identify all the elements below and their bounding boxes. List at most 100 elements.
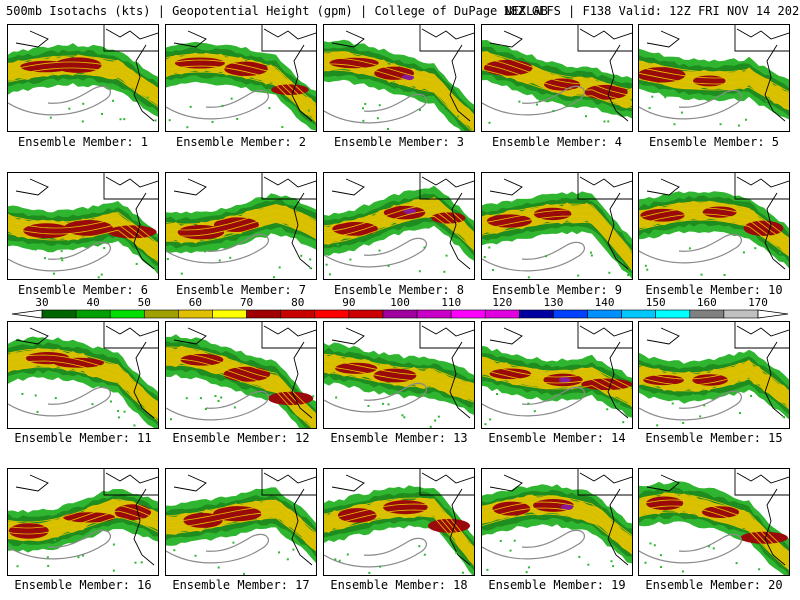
isotach-speckle — [361, 107, 364, 110]
colorbar-tick-label: 30 — [35, 296, 49, 309]
ensemble-member-map — [165, 321, 317, 429]
isotach-speckle — [664, 96, 667, 99]
height-contour — [482, 513, 632, 554]
isotach-speckle — [401, 414, 404, 417]
colorbar-tick-label: 140 — [594, 296, 615, 309]
height-contour-gray — [639, 233, 742, 264]
isotach-speckle — [112, 543, 115, 546]
colorbar-tick-label: 100 — [390, 296, 410, 309]
height-contour — [8, 55, 158, 90]
isotach-speckle — [173, 549, 176, 552]
isotach-speckle — [735, 562, 738, 565]
height-contour-gray — [482, 241, 585, 272]
coastline — [15, 25, 158, 122]
isotach-speckle — [91, 403, 94, 406]
isotach-speckle — [189, 105, 192, 108]
isotach-speckle — [765, 99, 768, 102]
height-contour — [639, 378, 789, 410]
isotach-speckle — [230, 97, 233, 100]
height-contour — [324, 353, 474, 385]
height-contour-gray — [8, 85, 111, 116]
height-contour — [639, 66, 789, 99]
ensemble-member-label: Ensemble Member: 17 — [172, 578, 310, 592]
height-contour — [324, 503, 474, 555]
isotach-speckle — [590, 254, 593, 257]
height-contour — [482, 215, 632, 265]
coastline — [646, 25, 789, 122]
isotach-speckle — [266, 397, 269, 400]
ensemble-member-map — [638, 172, 790, 280]
coastline — [15, 322, 158, 419]
colorbar-segment — [484, 309, 520, 319]
isotach-speckle — [281, 126, 284, 129]
height-contour — [166, 511, 316, 546]
isotach-speckle — [166, 258, 169, 261]
isotach-speckle — [386, 127, 389, 130]
isotach-speckle — [719, 123, 722, 126]
ensemble-member-map — [323, 468, 475, 576]
jet-core — [640, 208, 685, 222]
isotach-speckle — [429, 425, 432, 428]
isotach-speckle — [682, 421, 685, 424]
height-contour — [166, 352, 316, 421]
isotach-speckle — [97, 276, 100, 279]
jet-core — [271, 84, 309, 96]
isotach-speckle — [387, 403, 390, 406]
isotach-speckle — [739, 412, 742, 415]
jet-core — [692, 374, 728, 386]
isotach-speckle — [119, 118, 122, 121]
isotach-speckle — [135, 262, 138, 265]
coastline — [173, 173, 316, 270]
height-contour — [482, 221, 632, 271]
isotach-speckle — [713, 96, 716, 99]
isotach-speckle — [423, 553, 426, 556]
ensemble-member-label: Ensemble Member: 14 — [488, 431, 626, 445]
jet-max — [561, 504, 574, 511]
colorbar-segment — [689, 309, 725, 319]
jet-core — [584, 84, 628, 100]
colorbar-segment — [178, 309, 213, 319]
height-contour — [324, 69, 473, 131]
isotach-speckle — [723, 273, 726, 276]
ensemble-member-map — [165, 468, 317, 576]
isotach-speckle — [309, 258, 312, 261]
isotach-speckle — [423, 246, 426, 249]
jet-core — [337, 508, 377, 523]
ensemble-member-map — [323, 321, 475, 429]
isotach-speckle — [77, 556, 80, 559]
ensemble-member-map — [323, 172, 475, 280]
isotach-speckle — [577, 392, 580, 395]
height-contour-gray — [639, 533, 742, 564]
jet-band-strong — [324, 51, 474, 131]
jet-core — [643, 375, 684, 386]
colorbar-tick-label: 130 — [543, 296, 564, 309]
isotach-speckle — [486, 568, 489, 571]
isotach-speckle — [538, 100, 541, 103]
isotach-speckle — [612, 565, 615, 568]
isotach-speckle — [607, 120, 610, 123]
isotach-speckle — [527, 276, 530, 279]
colorbar-segment — [587, 309, 622, 319]
ensemble-member-label: Ensemble Member: 8 — [333, 283, 465, 297]
ensemble-member-map — [481, 172, 633, 280]
height-contour — [166, 65, 316, 117]
height-contour-gray — [639, 390, 742, 421]
isotach-speckle — [484, 423, 487, 426]
coastline — [646, 173, 789, 270]
height-contour — [324, 63, 474, 128]
ensemble-member-label: Ensemble Member: 2 — [175, 135, 307, 149]
jet-core — [329, 57, 379, 69]
isotach-speckle — [103, 247, 106, 250]
isotach-speckle — [154, 119, 157, 122]
colorbar-segment — [348, 309, 384, 319]
isotach-speckle — [334, 558, 337, 561]
colorbar-segment — [655, 309, 691, 319]
isotach-speckle — [618, 402, 621, 405]
height-contour — [482, 375, 632, 407]
chart-title: 500mb Isotachs (kts) | Geopotential Heig… — [6, 4, 548, 18]
ensemble-member-label: Ensemble Member: 16 — [14, 578, 152, 592]
isotach-speckle — [418, 109, 421, 112]
isotach-speckle — [68, 107, 71, 110]
coastline — [173, 469, 316, 566]
height-contour — [8, 73, 158, 108]
